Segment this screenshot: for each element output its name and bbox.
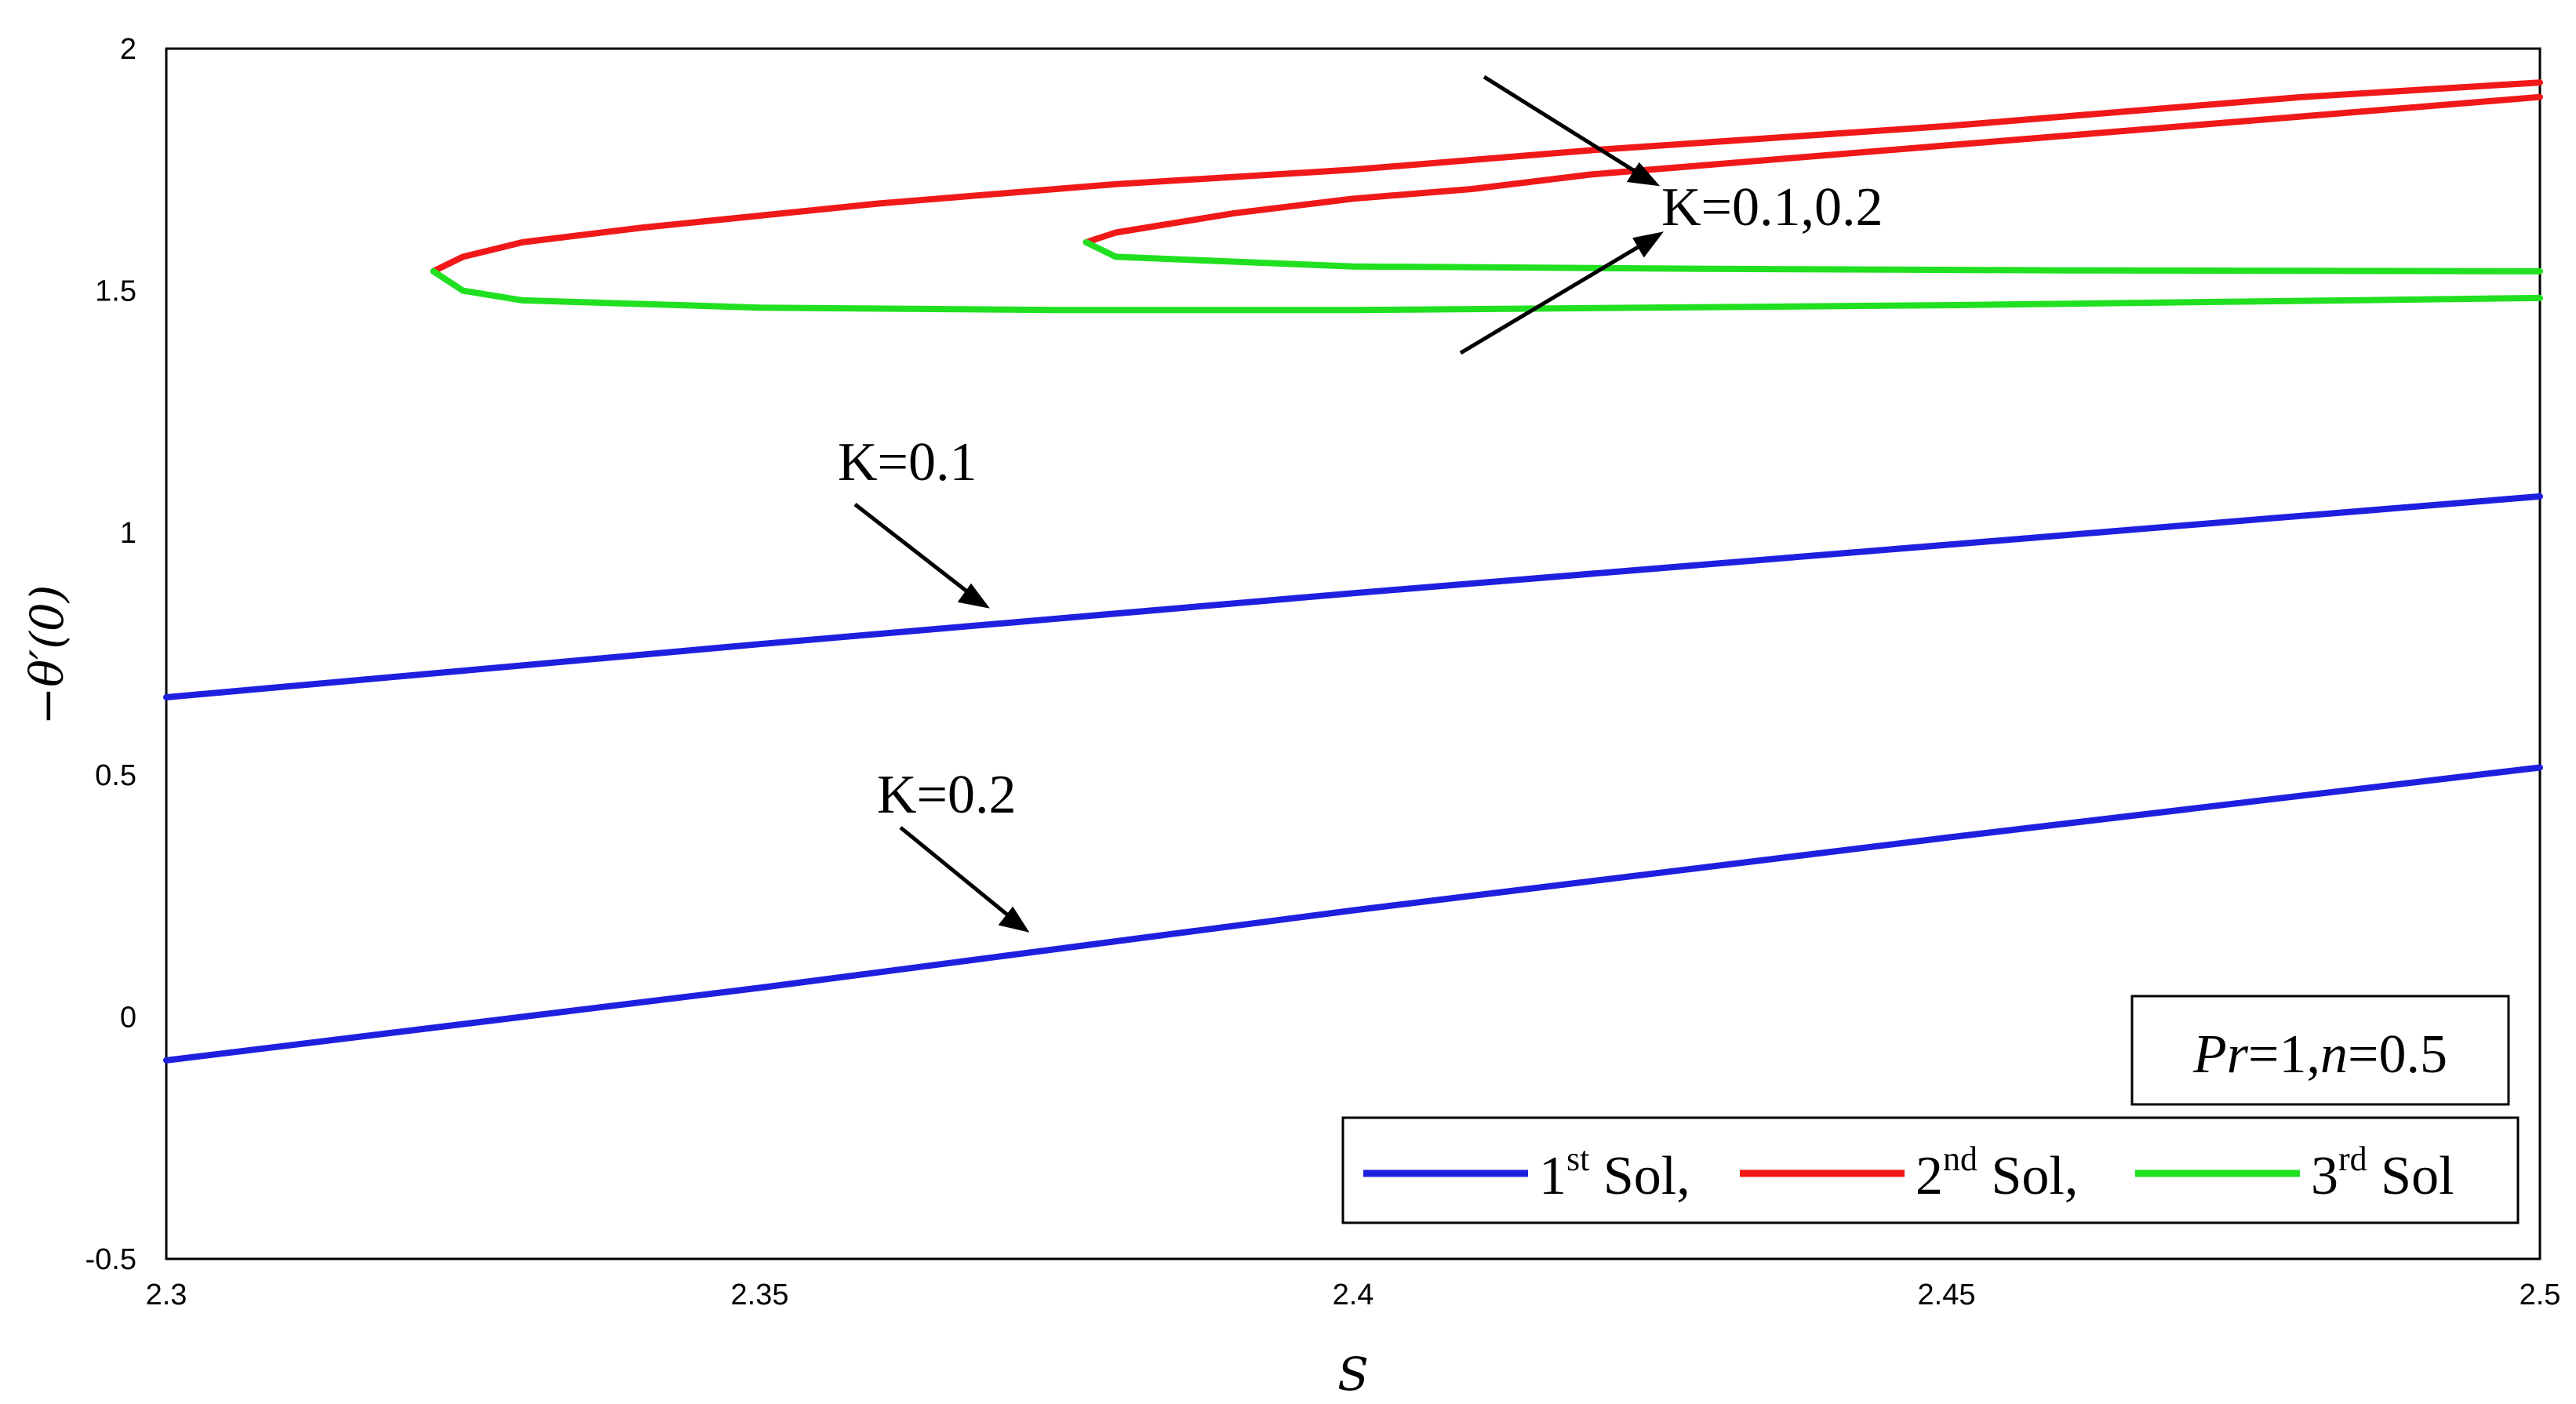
- legend: 1st Sol, 2nd Sol, 3rd Sol: [1341, 1116, 2520, 1224]
- y-tick-label: 2: [120, 33, 136, 66]
- x-tick-label: 2.35: [731, 1279, 789, 1311]
- arrow-line: [853, 503, 977, 599]
- arrow-head: [957, 583, 990, 609]
- x-tick-label: 2.3: [146, 1279, 187, 1311]
- arrow-head: [1632, 231, 1664, 258]
- parameter-box-frame: [2130, 995, 2510, 1106]
- annotation-k-0-2: K=0.2: [877, 765, 1017, 825]
- parameter-text: Pr=1,n=0.5: [2192, 1024, 2447, 1085]
- legend-frame: [1341, 1116, 2520, 1224]
- legend-label-1st: 1st Sol,: [1539, 1140, 1690, 1206]
- y-tick-label: 0.5: [95, 759, 136, 792]
- series-line-3rd-k-0-2: [1082, 238, 2543, 275]
- arrow-line: [899, 826, 1017, 923]
- annotation-k-0-1: K=0.1: [838, 432, 977, 493]
- y-tick-label: 0: [120, 1001, 136, 1034]
- pr-symbol: Pr: [2192, 1024, 2249, 1085]
- series-line-2nd-k-0-1: [430, 79, 2543, 275]
- parameter-box: Pr=1,n=0.5: [2130, 995, 2510, 1106]
- y-axis-title: −θ′(0): [20, 585, 74, 726]
- series-line-2nd-k-0-2: [1082, 93, 2543, 246]
- annotation-k-both: K=0.1,0.2: [1661, 177, 1883, 238]
- legend-label-2nd: 2nd Sol,: [1916, 1140, 2078, 1206]
- x-tick-label: 2.5: [2520, 1279, 2561, 1311]
- annotation-arrows: [853, 75, 1664, 933]
- arrow-head: [998, 906, 1030, 933]
- x-axis-title: S: [1337, 1348, 1369, 1401]
- x-tick-label: 2.45: [1918, 1279, 1976, 1311]
- pr-value: =1,: [2248, 1024, 2320, 1085]
- n-value: =0.5: [2348, 1024, 2447, 1085]
- legend-label-3rd: 3rd Sol: [2311, 1140, 2454, 1206]
- series-line-3rd-k-0-1: [430, 267, 2543, 314]
- tick-labels: 2.3 2.35 2.4 2.45 2.5 -0.5 0 0.5 1 1.5 2: [86, 33, 2561, 1311]
- y-tick-label: 1: [120, 517, 136, 550]
- n-symbol: n: [2320, 1024, 2348, 1085]
- y-tick-label: -0.5: [86, 1243, 136, 1276]
- series-lines: [163, 79, 2543, 1064]
- arrow-head: [1626, 162, 1661, 187]
- arrow-line: [1459, 239, 1649, 355]
- y-tick-label: 1.5: [95, 275, 136, 308]
- x-tick-label: 2.4: [1333, 1279, 1374, 1311]
- series-line-1st-k-0-2: [163, 764, 2543, 1064]
- series-line-1st-k-0-1: [163, 493, 2543, 700]
- arrow-line: [1483, 75, 1645, 179]
